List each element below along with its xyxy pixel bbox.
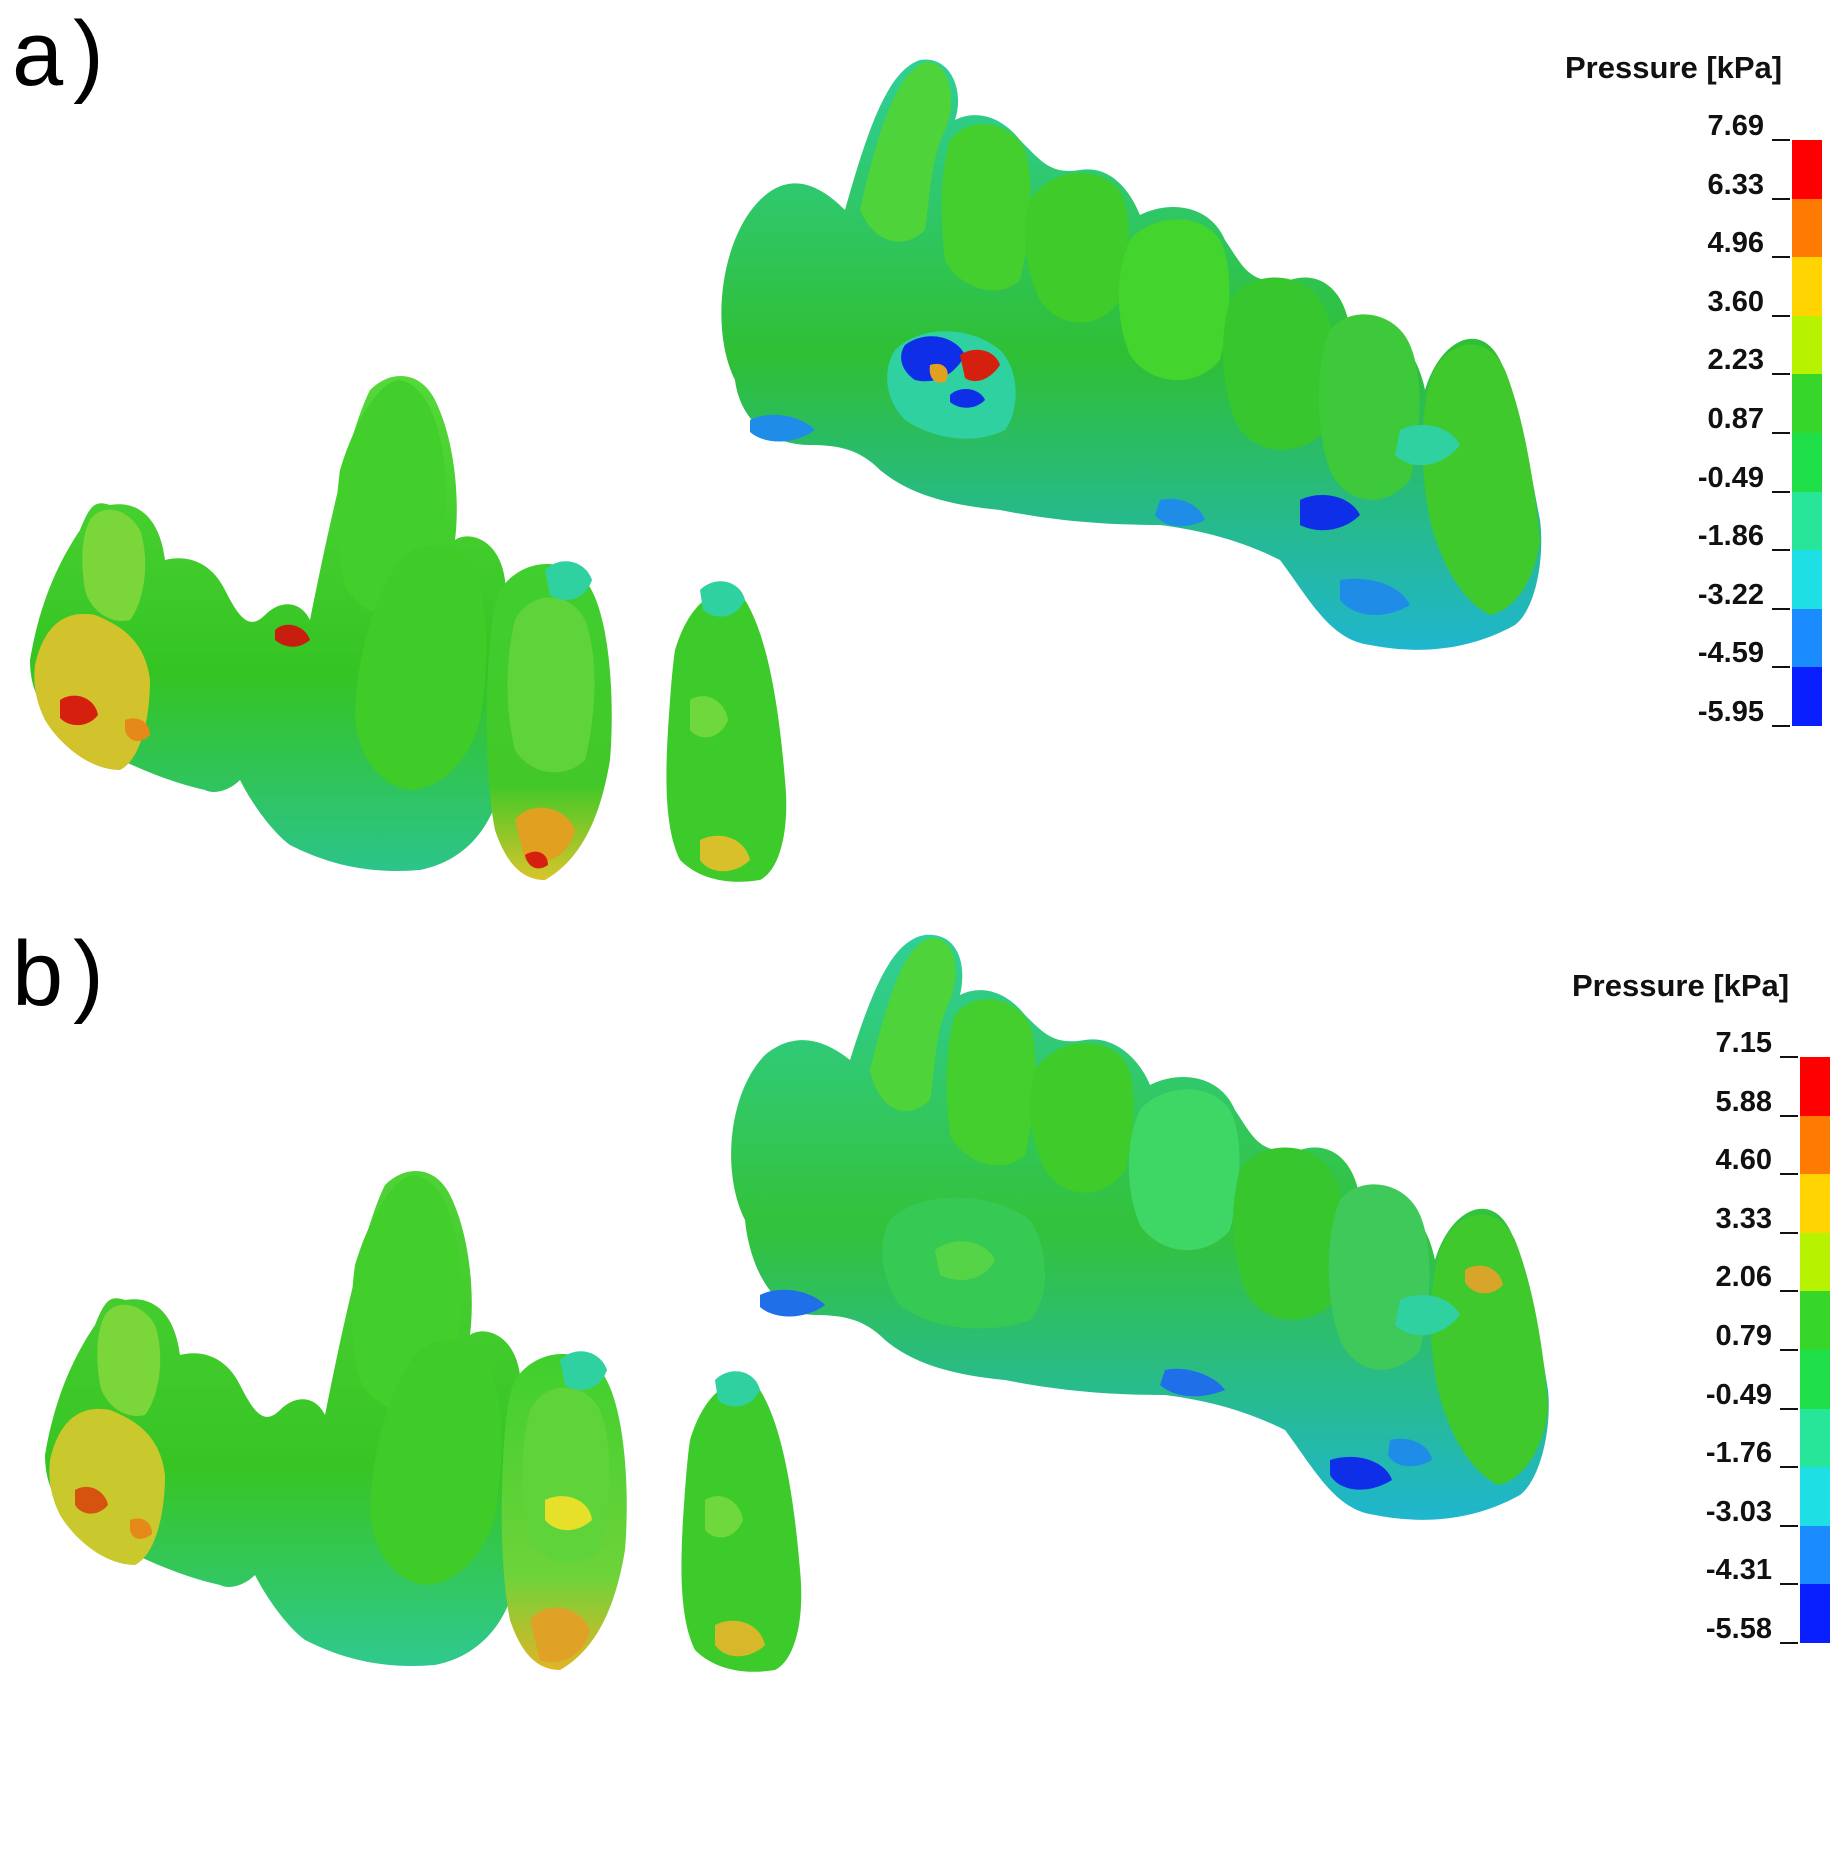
colorbar-tick-label: -3.03 xyxy=(1705,1495,1772,1528)
colorbar-tick-label: 2.23 xyxy=(1707,344,1764,377)
panel-label: b) xyxy=(12,923,114,1025)
colorbar-tick-label: 3.33 xyxy=(1715,1202,1772,1235)
colorbar-swatch xyxy=(1792,550,1822,609)
colorbar-swatch xyxy=(1792,315,1822,375)
colorbar-tick-mark xyxy=(1780,1642,1798,1644)
colorbar-tick-label: -4.31 xyxy=(1705,1554,1772,1587)
colorbar-tick-label: 0.87 xyxy=(1707,403,1764,435)
colorbar-swatch xyxy=(1800,1467,1830,1526)
colorbar xyxy=(1792,140,1822,726)
legend-title: Pressure [kPa] xyxy=(1565,50,1783,85)
colorbar-swatch xyxy=(1800,1291,1830,1350)
colorbar-swatch xyxy=(1792,491,1822,551)
colorbar-swatch xyxy=(1792,140,1822,199)
colorbar-tick-label: 4.60 xyxy=(1715,1144,1772,1177)
upper-arch-a xyxy=(721,59,1542,650)
colorbar-tick-mark xyxy=(1772,139,1790,141)
colorbar-tick-label: 6.33 xyxy=(1707,168,1764,201)
colorbar-swatch xyxy=(1792,257,1822,316)
colorbar-tick-mark xyxy=(1780,1056,1798,1058)
colorbar-swatch xyxy=(1792,608,1822,668)
colorbar-tick-label: -1.76 xyxy=(1705,1437,1772,1470)
colorbar-tick-label: 7.69 xyxy=(1707,110,1764,142)
dental-model-render xyxy=(45,934,1549,1672)
colorbar-tick-mark xyxy=(1772,314,1790,317)
colorbar-swatch xyxy=(1792,198,1822,258)
panel-b: b) xyxy=(0,920,1844,1851)
colorbar xyxy=(1800,1057,1830,1643)
lower-arch-a xyxy=(30,376,787,882)
colorbar-tick-mark xyxy=(1772,607,1790,610)
colorbar-tick-mark xyxy=(1780,1407,1798,1410)
colorbar-tick-label: -0.49 xyxy=(1705,1378,1772,1411)
colorbar-swatch xyxy=(1800,1408,1830,1468)
colorbar-tick-label: -1.86 xyxy=(1697,520,1764,553)
colorbar-swatch xyxy=(1800,1584,1830,1643)
colorbar-swatch xyxy=(1792,374,1822,433)
colorbar-swatch xyxy=(1800,1174,1830,1233)
legend-title: Pressure [kPa] xyxy=(1572,968,1790,1003)
colorbar-tick-mark xyxy=(1780,1466,1798,1469)
colorbar-swatch xyxy=(1800,1057,1830,1116)
colorbar-swatch xyxy=(1800,1232,1830,1292)
colorbar-tick-label: -5.95 xyxy=(1697,696,1764,728)
lower-arch-b xyxy=(45,1171,802,1672)
colorbar-tick-label: 7.15 xyxy=(1715,1027,1772,1059)
colorbar-tick-label: 4.96 xyxy=(1707,227,1764,260)
colorbar-tick-mark xyxy=(1772,197,1790,200)
colorbar-swatch xyxy=(1800,1349,1830,1409)
upper-arch-b xyxy=(731,934,1549,1520)
colorbar-swatch xyxy=(1792,667,1822,726)
colorbar-tick-mark xyxy=(1780,1231,1798,1234)
colorbar-swatch xyxy=(1792,432,1822,492)
colorbar-tick-mark xyxy=(1780,1349,1798,1351)
colorbar-tick-mark xyxy=(1780,1583,1798,1586)
colorbar-swatch xyxy=(1800,1115,1830,1175)
panel-a: a) xyxy=(0,0,1844,920)
colorbar-tick-label: 2.06 xyxy=(1715,1261,1772,1294)
colorbar-tick-label: -3.22 xyxy=(1697,578,1764,611)
colorbar-tick-mark xyxy=(1780,1290,1798,1293)
colorbar-tick-mark xyxy=(1772,549,1790,552)
dental-model-render xyxy=(30,59,1542,882)
colorbar-tick-mark xyxy=(1780,1173,1798,1176)
colorbar-tick-mark xyxy=(1772,725,1790,727)
colorbar-tick-label: -5.58 xyxy=(1705,1613,1772,1645)
colorbar-tick-mark xyxy=(1772,373,1790,376)
panel-label: a) xyxy=(12,3,114,105)
colorbar-tick-label: 5.88 xyxy=(1715,1085,1772,1118)
colorbar-swatch xyxy=(1800,1525,1830,1585)
colorbar-tick-label: 3.60 xyxy=(1707,285,1764,318)
colorbar-tick-label: -0.49 xyxy=(1697,461,1764,494)
colorbar-tick-label: -4.59 xyxy=(1697,637,1764,670)
colorbar-tick-mark xyxy=(1772,490,1790,493)
colorbar-tick-mark xyxy=(1780,1524,1798,1527)
colorbar-tick-mark xyxy=(1780,1114,1798,1117)
colorbar-tick-label: 0.79 xyxy=(1715,1320,1772,1352)
colorbar-tick-mark xyxy=(1772,432,1790,434)
colorbar-tick-mark xyxy=(1772,666,1790,669)
colorbar-tick-mark xyxy=(1772,256,1790,259)
